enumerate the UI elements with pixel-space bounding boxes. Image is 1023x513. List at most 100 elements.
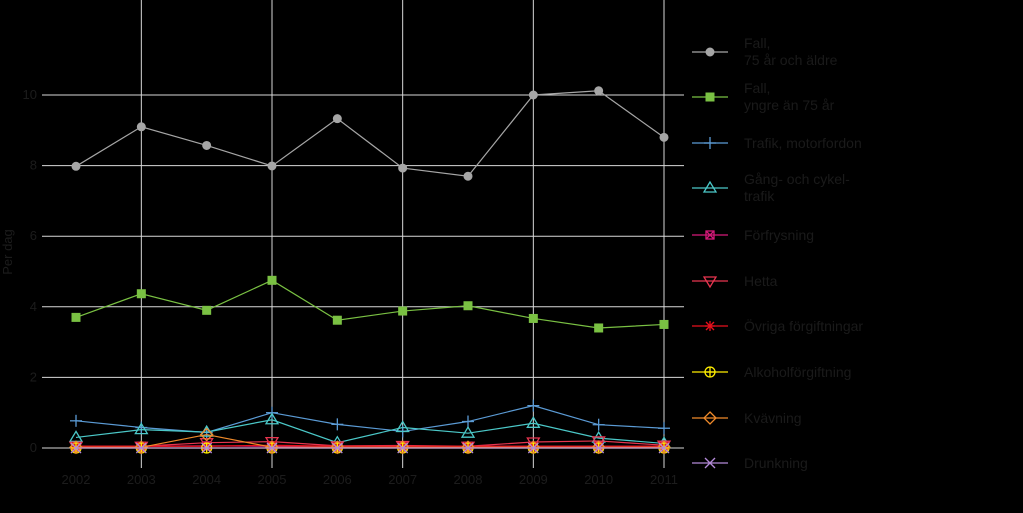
data-point-marker — [266, 442, 278, 454]
series-hetta — [68, 436, 672, 454]
grid-lines — [42, 0, 684, 468]
x-tick-label: 2007 — [388, 472, 417, 487]
data-point-marker — [658, 422, 670, 435]
data-point-marker — [202, 140, 212, 150]
data-point-marker — [395, 420, 410, 433]
series-kvävning — [69, 427, 671, 455]
data-point-marker — [705, 47, 715, 57]
data-point-marker — [134, 440, 149, 455]
data-point-marker — [264, 412, 280, 425]
data-point-marker — [267, 275, 277, 285]
data-point-marker — [136, 122, 146, 132]
data-point-marker — [265, 440, 279, 455]
legend-label: 75 år och äldre — [744, 52, 838, 68]
data-point-marker — [462, 442, 474, 454]
y-tick-label: 6 — [30, 228, 37, 243]
data-point-marker — [659, 132, 669, 142]
data-point-marker — [703, 411, 717, 425]
data-point-marker — [702, 180, 718, 193]
data-point-marker — [593, 442, 605, 454]
data-point-marker — [526, 440, 541, 455]
series-line — [75, 90, 665, 177]
legend-label: Kvävning — [744, 410, 802, 426]
x-tick-label: 2003 — [127, 472, 156, 487]
legend-item: Kvävning — [692, 410, 802, 426]
data-point-marker — [526, 416, 541, 428]
series-line — [76, 440, 665, 447]
legend-label: Fall, — [744, 80, 770, 96]
data-point-marker — [331, 442, 343, 454]
x-tick-label: 2004 — [192, 472, 221, 487]
data-point-marker — [199, 427, 214, 442]
legend-label: Förfrysning — [744, 227, 814, 243]
series-fall-yngre-än-75-år — [71, 275, 669, 333]
data-point-marker — [528, 313, 538, 323]
data-point-marker — [463, 171, 473, 181]
data-point-marker — [267, 161, 277, 171]
legend-label: Fall, — [744, 35, 770, 51]
data-point-marker — [702, 276, 718, 289]
legend-item: Övriga förgiftningar — [692, 317, 863, 334]
y-tick-label: 4 — [30, 299, 37, 314]
data-point-marker — [201, 442, 213, 454]
series-line — [75, 279, 665, 329]
data-point-marker — [657, 440, 671, 455]
legend-label: Gång- och cykel- — [744, 171, 850, 187]
data-point-marker — [202, 305, 212, 315]
x-tick-label: 2006 — [323, 472, 352, 487]
legend-item: Alkoholförgiftning — [692, 364, 851, 380]
y-tick-label: 0 — [30, 440, 37, 455]
data-point-marker — [704, 457, 716, 469]
legend-item: Gång- och cykel-trafik — [692, 171, 850, 204]
legend-item: Drunkning — [692, 455, 808, 471]
series-lines — [68, 86, 672, 455]
data-point-marker — [705, 321, 715, 331]
y-tick-label: 8 — [30, 158, 37, 173]
data-point-marker — [460, 425, 476, 438]
series-line — [75, 419, 665, 445]
x-tick-label: 2009 — [519, 472, 548, 487]
data-point-marker — [135, 442, 147, 454]
data-point-marker — [528, 90, 538, 100]
x-tick-label: 2008 — [454, 472, 483, 487]
data-point-marker — [332, 315, 342, 325]
data-point-marker — [527, 442, 539, 454]
series-trafik-motorfordon — [70, 399, 670, 439]
legend-item: Fall,75 år och äldre — [692, 35, 838, 68]
data-point-marker — [659, 319, 669, 329]
x-tick-label: 2011 — [650, 472, 678, 487]
data-point-marker — [591, 436, 606, 449]
series-line — [75, 405, 665, 434]
data-point-marker — [594, 86, 604, 96]
data-point-marker — [704, 366, 716, 378]
data-point-marker — [134, 422, 149, 435]
legend-label: Hetta — [744, 273, 778, 289]
series-line — [76, 433, 664, 448]
legend-label: yngre än 75 år — [744, 97, 835, 113]
data-point-marker — [704, 137, 716, 149]
data-point-marker — [395, 440, 410, 455]
data-point-marker — [332, 114, 342, 124]
data-point-marker — [705, 230, 715, 240]
series-line — [76, 444, 664, 447]
legend-label: Drunkning — [744, 455, 808, 471]
series-fall-75-år-och-äldre — [71, 86, 669, 181]
data-point-marker — [461, 440, 475, 455]
series-drunkning — [70, 442, 670, 454]
y-axis-label: Per dag — [0, 229, 15, 275]
data-point-marker — [71, 312, 81, 322]
x-tick-label: 2010 — [584, 472, 613, 487]
data-point-marker — [463, 301, 473, 311]
data-point-marker — [658, 442, 670, 454]
data-point-marker — [331, 418, 344, 431]
data-point-marker — [70, 442, 82, 454]
legend-label: Alkoholförgiftning — [744, 364, 851, 380]
axes: 0 2 4 6 8 10 2002 2003 2004 2005 2006 2007 2008 2009 2… — [0, 87, 678, 487]
x-tick-label: 2002 — [62, 472, 91, 487]
data-point-marker — [397, 442, 409, 454]
data-point-marker — [592, 418, 605, 431]
legend-item: Hetta — [692, 273, 778, 289]
data-point-marker — [591, 440, 606, 455]
